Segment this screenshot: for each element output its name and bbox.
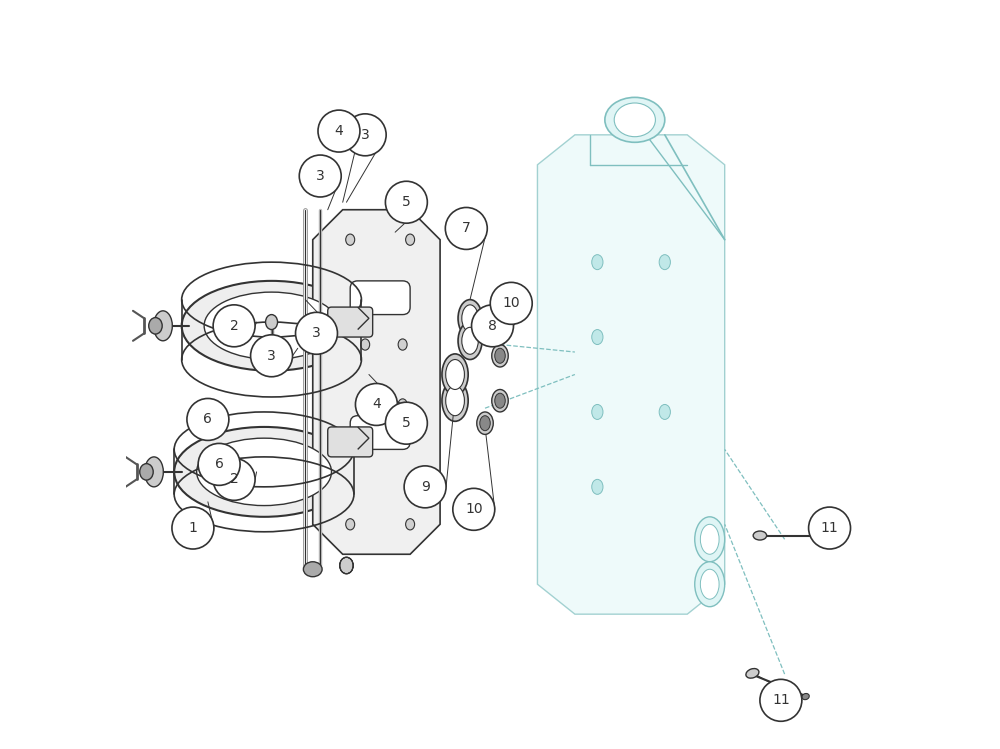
Text: 11: 11 xyxy=(772,694,790,707)
FancyBboxPatch shape xyxy=(350,281,410,315)
Ellipse shape xyxy=(340,557,353,574)
Circle shape xyxy=(344,114,386,156)
Ellipse shape xyxy=(592,404,603,419)
Circle shape xyxy=(404,466,446,508)
Ellipse shape xyxy=(695,517,725,562)
Ellipse shape xyxy=(495,348,505,363)
Ellipse shape xyxy=(753,531,767,540)
Text: 10: 10 xyxy=(502,297,520,310)
Circle shape xyxy=(187,398,229,440)
Ellipse shape xyxy=(458,322,482,360)
Ellipse shape xyxy=(614,103,655,136)
Ellipse shape xyxy=(462,305,478,332)
Ellipse shape xyxy=(746,669,759,678)
Polygon shape xyxy=(537,135,725,614)
Ellipse shape xyxy=(182,281,361,371)
Text: 8: 8 xyxy=(488,319,497,333)
FancyBboxPatch shape xyxy=(328,307,373,337)
Ellipse shape xyxy=(266,315,278,330)
Ellipse shape xyxy=(492,345,508,367)
FancyBboxPatch shape xyxy=(350,416,410,449)
Ellipse shape xyxy=(462,327,478,354)
Text: 6: 6 xyxy=(203,413,212,426)
Text: 2: 2 xyxy=(230,473,238,486)
Text: 9: 9 xyxy=(421,480,430,494)
Circle shape xyxy=(385,181,427,223)
Circle shape xyxy=(490,282,532,324)
Ellipse shape xyxy=(492,389,508,412)
Ellipse shape xyxy=(446,386,464,416)
Ellipse shape xyxy=(477,412,493,434)
Ellipse shape xyxy=(495,326,505,341)
Circle shape xyxy=(198,443,240,485)
Text: 10: 10 xyxy=(465,503,483,516)
Circle shape xyxy=(760,679,802,721)
Ellipse shape xyxy=(802,694,809,700)
Circle shape xyxy=(213,458,255,500)
Ellipse shape xyxy=(346,518,355,530)
Circle shape xyxy=(318,110,360,152)
Ellipse shape xyxy=(592,479,603,494)
Ellipse shape xyxy=(361,339,370,351)
Circle shape xyxy=(296,312,337,354)
Circle shape xyxy=(472,305,513,347)
Ellipse shape xyxy=(406,234,415,246)
Circle shape xyxy=(453,488,495,530)
Circle shape xyxy=(172,507,214,549)
Text: 4: 4 xyxy=(372,398,381,411)
Text: 2: 2 xyxy=(230,319,238,333)
Ellipse shape xyxy=(480,416,490,431)
Ellipse shape xyxy=(592,255,603,270)
Ellipse shape xyxy=(361,398,370,410)
Ellipse shape xyxy=(695,562,725,607)
Ellipse shape xyxy=(446,360,464,389)
Ellipse shape xyxy=(700,524,719,554)
Ellipse shape xyxy=(145,457,163,487)
Text: 3: 3 xyxy=(312,327,321,340)
Ellipse shape xyxy=(442,380,468,421)
Circle shape xyxy=(809,507,851,549)
Circle shape xyxy=(385,402,427,444)
Ellipse shape xyxy=(659,255,670,270)
Ellipse shape xyxy=(495,393,505,408)
Ellipse shape xyxy=(149,318,162,334)
Ellipse shape xyxy=(458,300,482,337)
Ellipse shape xyxy=(197,438,331,506)
Ellipse shape xyxy=(592,330,603,345)
Ellipse shape xyxy=(700,569,719,599)
Circle shape xyxy=(251,335,293,377)
Text: 7: 7 xyxy=(462,222,471,235)
Circle shape xyxy=(299,155,341,197)
Text: 1: 1 xyxy=(188,521,197,535)
Ellipse shape xyxy=(817,533,824,539)
Ellipse shape xyxy=(398,339,407,351)
Text: 6: 6 xyxy=(215,458,224,471)
Text: 4: 4 xyxy=(335,124,343,138)
Ellipse shape xyxy=(174,427,354,517)
Circle shape xyxy=(355,383,397,425)
Ellipse shape xyxy=(492,322,508,345)
FancyBboxPatch shape xyxy=(328,427,373,457)
Text: 5: 5 xyxy=(402,195,411,209)
Ellipse shape xyxy=(659,404,670,419)
Ellipse shape xyxy=(406,518,415,530)
Text: 5: 5 xyxy=(402,416,411,430)
Ellipse shape xyxy=(154,311,172,341)
Text: 3: 3 xyxy=(316,169,325,183)
Ellipse shape xyxy=(204,292,339,360)
Circle shape xyxy=(445,207,487,249)
Text: 11: 11 xyxy=(821,521,838,535)
Circle shape xyxy=(213,305,255,347)
Ellipse shape xyxy=(398,398,407,410)
Text: 3: 3 xyxy=(361,128,370,142)
Ellipse shape xyxy=(346,234,355,246)
Polygon shape xyxy=(313,210,440,554)
Ellipse shape xyxy=(303,562,322,577)
Ellipse shape xyxy=(442,354,468,395)
Text: 3: 3 xyxy=(267,349,276,363)
Ellipse shape xyxy=(140,464,153,480)
Ellipse shape xyxy=(605,97,665,142)
